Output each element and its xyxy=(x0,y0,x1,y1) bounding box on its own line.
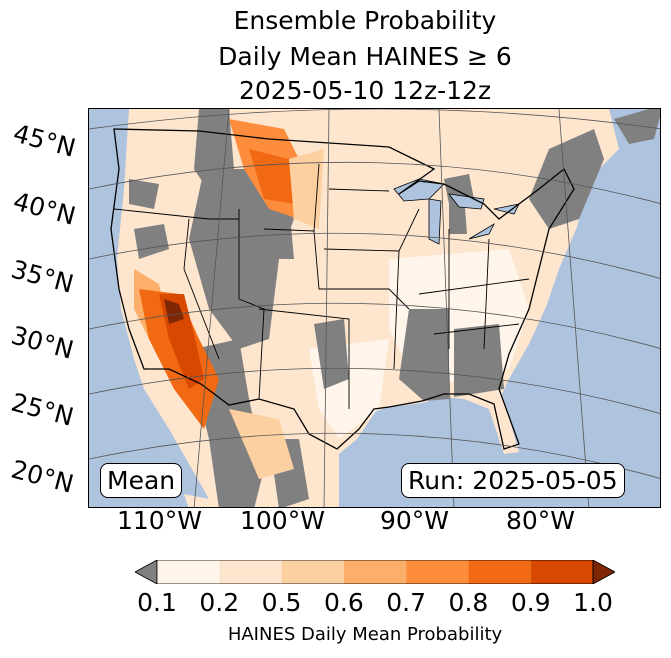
colorbar-segment xyxy=(343,560,407,584)
colorbar-segment xyxy=(468,560,531,584)
colorbar-segment xyxy=(219,560,282,584)
state-borders xyxy=(113,163,530,409)
colorbar-tick-label: 0.1 xyxy=(137,588,177,617)
probability-0.8-region xyxy=(249,149,294,204)
colorbar-tick-label: 0.2 xyxy=(199,588,240,617)
lat-label: 30°N xyxy=(8,320,77,365)
lat-label: 35°N xyxy=(8,254,77,299)
probability-over-region xyxy=(164,299,184,324)
probability-0.5-region xyxy=(229,409,294,479)
us-border xyxy=(110,128,575,450)
colorbar-tick-label: 0.7 xyxy=(386,588,427,617)
lon-label: 80°W xyxy=(506,506,576,535)
graticule xyxy=(89,109,660,507)
lon-label: 90°W xyxy=(380,506,450,535)
lat-label: 25°N xyxy=(8,387,77,432)
colorbar-tick-label: 0.8 xyxy=(448,588,489,617)
colorbar-segment xyxy=(281,560,344,584)
colorbar xyxy=(135,560,615,584)
lon-label: 100°W xyxy=(240,506,325,535)
statistic-label-box: Mean xyxy=(100,463,183,498)
title-line-3: 2025-05-10 12z-12z xyxy=(238,76,492,105)
lat-label: 20°N xyxy=(8,454,77,499)
lon-label: 110°W xyxy=(117,506,202,535)
colorbar-tick-label: 1.0 xyxy=(573,588,613,617)
probability-map: Mean Run: 2025-05-05 xyxy=(88,108,661,508)
great-lakes xyxy=(393,178,520,245)
map-canvas xyxy=(89,109,660,507)
missing-data-areas xyxy=(129,109,660,507)
title-line-2: Daily Mean HAINES ≥ 6 xyxy=(218,42,512,71)
lat-label: 40°N xyxy=(10,186,79,231)
colorbar-tick-label: 0.5 xyxy=(261,588,302,617)
probability-0.5-region xyxy=(289,149,324,229)
colorbar-segment xyxy=(530,560,593,584)
colorbar-over-arrow xyxy=(592,560,615,584)
colorbar-tick-label: 0.9 xyxy=(510,588,551,617)
title-line-1: Ensemble Probability xyxy=(233,6,497,35)
lat-label: 45°N xyxy=(10,118,79,163)
colorbar-under-arrow xyxy=(135,560,158,584)
run-date-box: Run: 2025-05-05 xyxy=(401,463,625,498)
colorbar-label: HAINES Daily Mean Probability xyxy=(227,624,503,645)
colorbar-segment xyxy=(157,560,220,584)
colorbar-segment xyxy=(406,560,469,584)
colorbar-tick-label: 0.6 xyxy=(323,588,364,617)
